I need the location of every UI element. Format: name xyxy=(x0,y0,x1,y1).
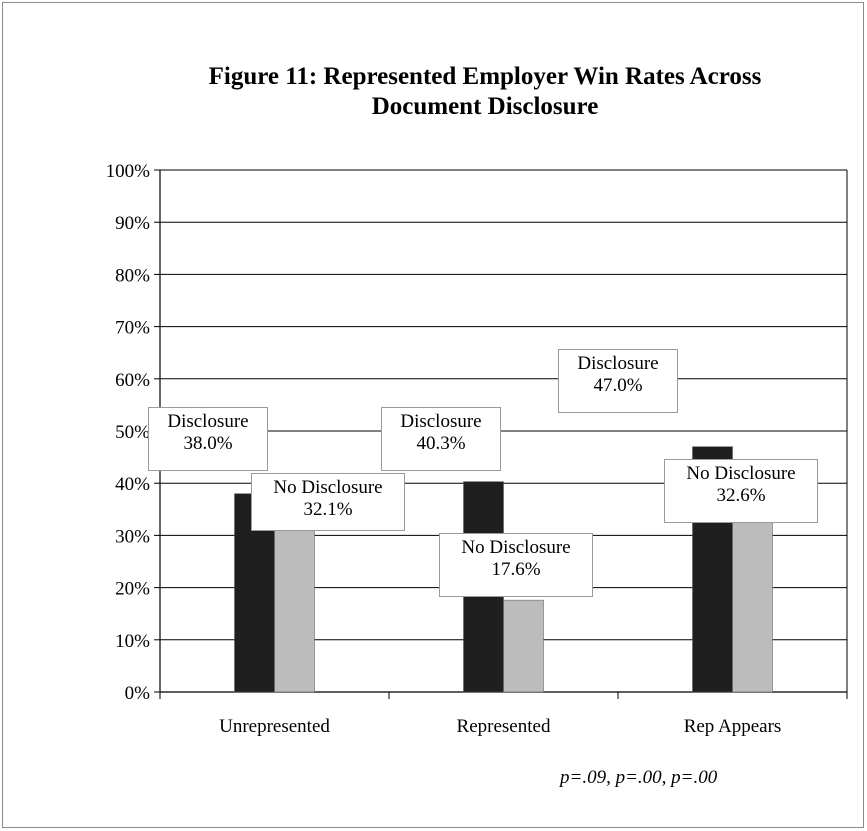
x-category-label: Unrepresented xyxy=(219,716,330,737)
bar-rep-appears-no-disclosure xyxy=(733,522,773,692)
callout-value: 17.6% xyxy=(440,559,592,581)
callout-value: 32.6% xyxy=(665,485,817,507)
x-category-label: Represented xyxy=(457,716,551,737)
y-tick-label: 50% xyxy=(115,422,150,443)
callout-series-name: Disclosure xyxy=(559,353,677,375)
y-tick-label: 100% xyxy=(106,161,151,182)
label-represented-no-disclosure: No Disclosure 17.6% xyxy=(439,533,593,597)
y-tick-label: 30% xyxy=(115,526,150,547)
callout-series-name: No Disclosure xyxy=(252,477,404,499)
label-rep-appears-disclosure: Disclosure 47.0% xyxy=(558,349,678,413)
label-unrepresented-no-disclosure: No Disclosure 32.1% xyxy=(251,473,405,531)
y-tick-label: 90% xyxy=(115,213,150,234)
label-unrepresented-disclosure: Disclosure 38.0% xyxy=(148,407,268,471)
callout-value: 40.3% xyxy=(382,433,500,455)
callout-series-name: Disclosure xyxy=(382,411,500,433)
bar-unrepresented-no-disclosure xyxy=(275,524,315,692)
y-tick-label: 0% xyxy=(125,683,151,704)
label-rep-appears-no-disclosure: No Disclosure 32.6% xyxy=(664,459,818,523)
callout-value: 32.1% xyxy=(252,499,404,521)
callout-series-name: No Disclosure xyxy=(665,463,817,485)
y-tick-label: 10% xyxy=(115,631,150,652)
y-tick-label: 70% xyxy=(115,318,150,339)
y-tick-label: 60% xyxy=(115,370,150,391)
y-tick-label: 20% xyxy=(115,579,150,600)
bar-represented-no-disclosure xyxy=(504,600,544,692)
callout-value: 47.0% xyxy=(559,375,677,397)
p-values-annotation: p=.09, p=.00, p=.00 xyxy=(560,767,717,789)
label-represented-disclosure: Disclosure 40.3% xyxy=(381,407,501,471)
x-category-label: Rep Appears xyxy=(684,716,782,737)
y-tick-label: 40% xyxy=(115,474,150,495)
callout-value: 38.0% xyxy=(149,433,267,455)
y-tick-label: 80% xyxy=(115,265,150,286)
callout-series-name: Disclosure xyxy=(149,411,267,433)
callout-series-name: No Disclosure xyxy=(440,537,592,559)
